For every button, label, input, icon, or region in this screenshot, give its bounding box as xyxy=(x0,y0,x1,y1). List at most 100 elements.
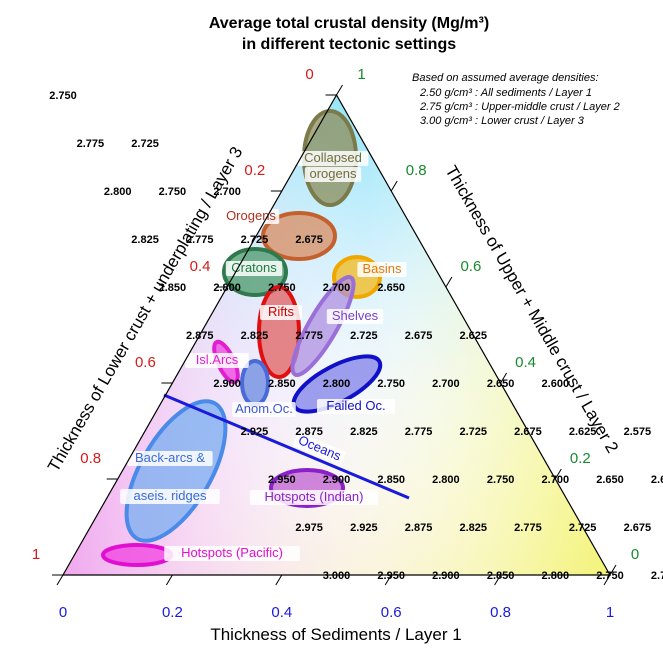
right-tick-label: 0 xyxy=(631,546,639,563)
chart-title: Average total crustal density (Mg/m³) xyxy=(209,15,489,32)
density-label: 2.875 xyxy=(405,522,433,534)
left-tick-label: 1 xyxy=(32,546,40,563)
density-label: 2.950 xyxy=(268,474,296,486)
bottom-tick-label: 0.4 xyxy=(271,604,292,621)
right-tick xyxy=(554,468,562,480)
density-label: 2.600 xyxy=(651,474,663,486)
group-label-bg xyxy=(249,490,379,505)
group-label: Failed Oc. xyxy=(317,398,395,414)
bottom-tick xyxy=(384,574,392,586)
group-label: Basins xyxy=(357,261,407,277)
group-label-text: Failed Oc. xyxy=(326,398,385,413)
density-label: 2.825 xyxy=(241,330,269,342)
density-label: 2.675 xyxy=(624,522,652,534)
right-tick-label: 0.2 xyxy=(570,450,591,467)
group-label-text: orogens xyxy=(310,166,357,181)
group-label: Back-arcs & aseis. ridges xyxy=(120,450,220,504)
bottom-axis-title: Thickness of Sediments / Layer 1 xyxy=(210,625,461,644)
group-label: Shelves xyxy=(326,308,384,324)
group-label-text: Isl.Arcs xyxy=(196,352,239,367)
density-label: 2.900 xyxy=(213,378,241,390)
group-label-text: Orogens xyxy=(226,208,276,223)
bottom-tick-label: 0.6 xyxy=(381,604,402,621)
density-label: 3.000 xyxy=(323,570,351,582)
density-label: 2.700 xyxy=(323,282,351,294)
density-label: 2.925 xyxy=(241,426,269,438)
group-label-text: Hotspots (Indian) xyxy=(265,489,364,504)
density-label: 2.575 xyxy=(624,426,652,438)
density-label: 2.725 xyxy=(459,426,487,438)
right-tick xyxy=(500,372,508,384)
density-label: 2.625 xyxy=(569,426,597,438)
note-layer2: 2.75 g/cm³ : Upper-middle crust / Layer … xyxy=(419,101,620,113)
right-tick-label: 0.8 xyxy=(406,162,427,179)
group-label-text: Basins xyxy=(362,261,402,276)
density-label: 2.750 xyxy=(596,570,624,582)
density-label: 2.800 xyxy=(542,570,570,582)
density-label: 2.900 xyxy=(432,570,460,582)
group-label-text: Hotspots (Pacific) xyxy=(181,545,283,560)
density-label: 2.850 xyxy=(159,282,187,294)
group-label-bg xyxy=(185,353,249,368)
density-label: 2.850 xyxy=(268,378,296,390)
group-label-text: Anom.Oc. xyxy=(235,401,293,416)
group-label-bg xyxy=(127,451,213,466)
density-label: 2.800 xyxy=(104,186,132,198)
group-label-bg xyxy=(326,309,384,324)
bottom-tick-label: 0.8 xyxy=(490,604,511,621)
group-label-bg xyxy=(297,151,369,166)
chart-title-block: Average total crustal density (Mg/m³) in… xyxy=(209,15,489,53)
density-label: 2.825 xyxy=(459,522,487,534)
density-label: 2.725 xyxy=(350,330,378,342)
note-layer1: 2.50 g/cm³ : All sediments / Layer 1 xyxy=(419,87,592,99)
density-label: 2.950 xyxy=(377,570,405,582)
density-label: 2.825 xyxy=(350,426,378,438)
bottom-tick-label: 0 xyxy=(59,604,67,621)
density-label: 2.800 xyxy=(432,474,460,486)
right-tick xyxy=(609,564,617,576)
bottom-tick xyxy=(603,574,611,586)
density-label: 2.650 xyxy=(596,474,624,486)
group-ellipse-shelves xyxy=(290,275,356,377)
density-label: 2.925 xyxy=(350,522,378,534)
group-label-bg xyxy=(260,305,302,320)
oceans-label-bg xyxy=(292,431,347,466)
left-tick-label: 0 xyxy=(305,66,313,83)
right-tick xyxy=(390,180,398,192)
density-label: 2.750 xyxy=(377,378,405,390)
right-tick-label: 0.6 xyxy=(460,258,481,275)
group-label-text: Rifts xyxy=(268,304,295,319)
density-label: 2.675 xyxy=(295,234,323,246)
group-label-bg xyxy=(232,402,296,417)
group-label-text: Back-arcs & xyxy=(135,450,205,465)
density-label: 2.675 xyxy=(405,330,433,342)
density-label: 2.750 xyxy=(268,282,296,294)
group-ellipse-orogens xyxy=(261,211,337,261)
density-label: 2.600 xyxy=(542,378,570,390)
group-label-text: Shelves xyxy=(332,308,379,323)
group-label-text: Cratons xyxy=(231,260,277,275)
density-label: 2.775 xyxy=(186,234,214,246)
density-label: 2.775 xyxy=(77,138,105,150)
density-label: 2.700 xyxy=(432,378,460,390)
note-heading: Based on assumed average densities: xyxy=(412,72,599,84)
group-label-bg xyxy=(164,546,300,561)
density-label: 2.825 xyxy=(131,234,159,246)
group-label-bg xyxy=(357,262,407,277)
group-label: Isl.Arcs xyxy=(185,352,249,368)
density-label: 2.975 xyxy=(295,522,323,534)
group-label: Rifts xyxy=(260,304,302,320)
group-label: Anom.Oc. xyxy=(232,401,296,417)
axis-ticks: 0 0.2 0.4 0.6 0.8 1 0 0.2 0.4 0.6 0.8 1 0 0.2 0.4 0.6 0.… xyxy=(32,66,639,621)
group-label-bg xyxy=(304,167,362,182)
density-label: 2.750 xyxy=(159,186,187,198)
right-tick-label: 0.4 xyxy=(515,354,536,371)
density-label: 2.650 xyxy=(377,282,405,294)
triangle-border xyxy=(61,93,612,576)
left-tick-label: 0.6 xyxy=(135,354,156,371)
group-label-text: aseis. ridges xyxy=(134,488,207,503)
density-label: 2.775 xyxy=(514,522,542,534)
